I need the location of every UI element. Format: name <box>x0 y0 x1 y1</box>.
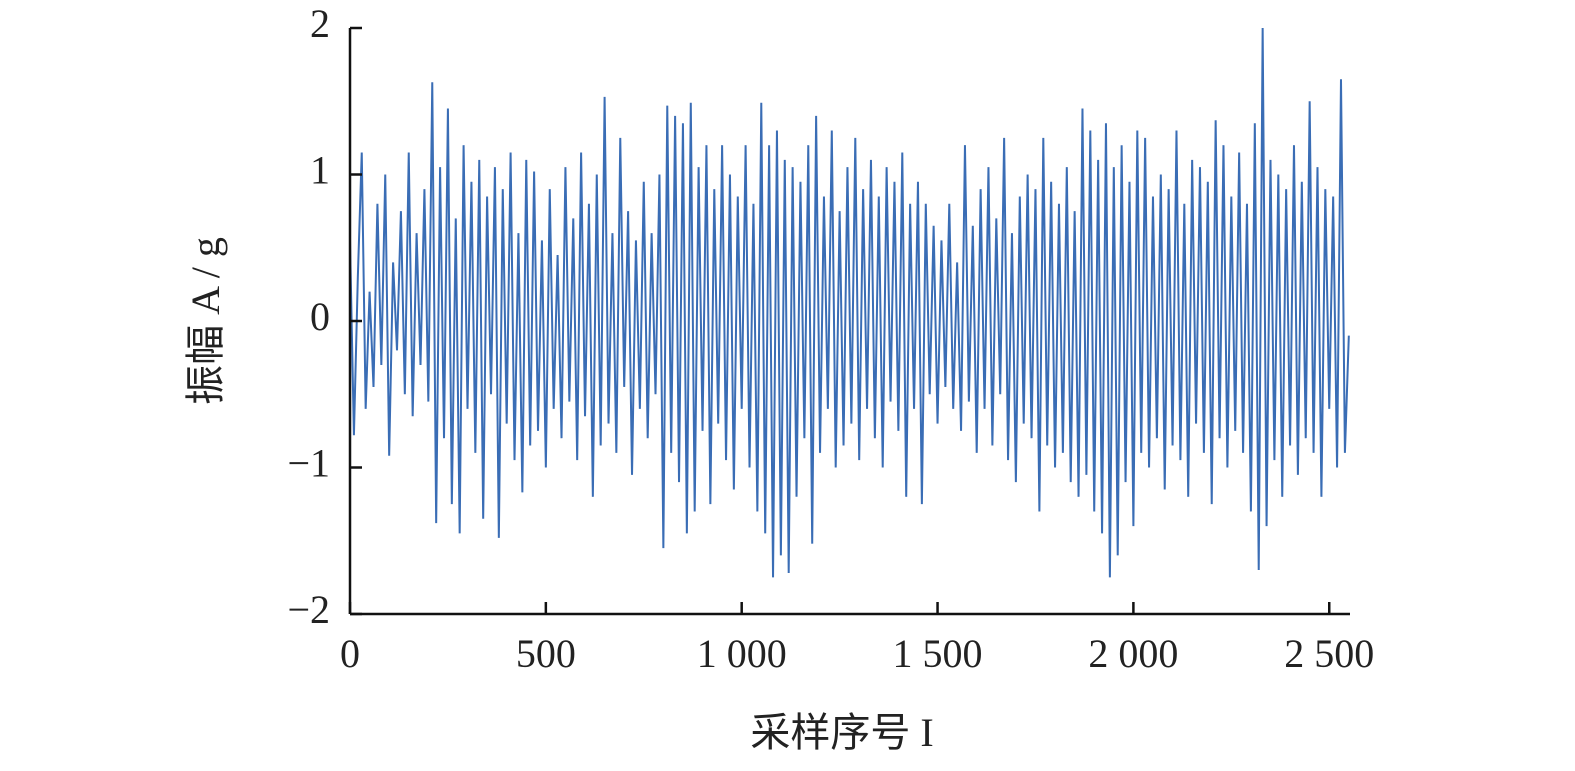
x-tick-label: 500 <box>516 631 576 676</box>
x-tick-label: 2 500 <box>1284 631 1374 676</box>
x-tick-label: 1 000 <box>697 631 787 676</box>
y-axis-label: 振幅 A / g <box>183 237 228 405</box>
x-tick-label: 0 <box>340 631 360 676</box>
y-tick-label: −2 <box>287 587 330 632</box>
y-tick-label: 2 <box>310 1 330 46</box>
x-tick-label: 2 000 <box>1088 631 1178 676</box>
y-tick-label: 1 <box>310 148 330 193</box>
y-tick-label: −1 <box>287 441 330 486</box>
signal-line <box>349 27 1350 578</box>
y-tick-label: 0 <box>310 294 330 339</box>
x-tick-label: 1 500 <box>893 631 983 676</box>
x-axis-label: 采样序号 I <box>750 710 933 755</box>
